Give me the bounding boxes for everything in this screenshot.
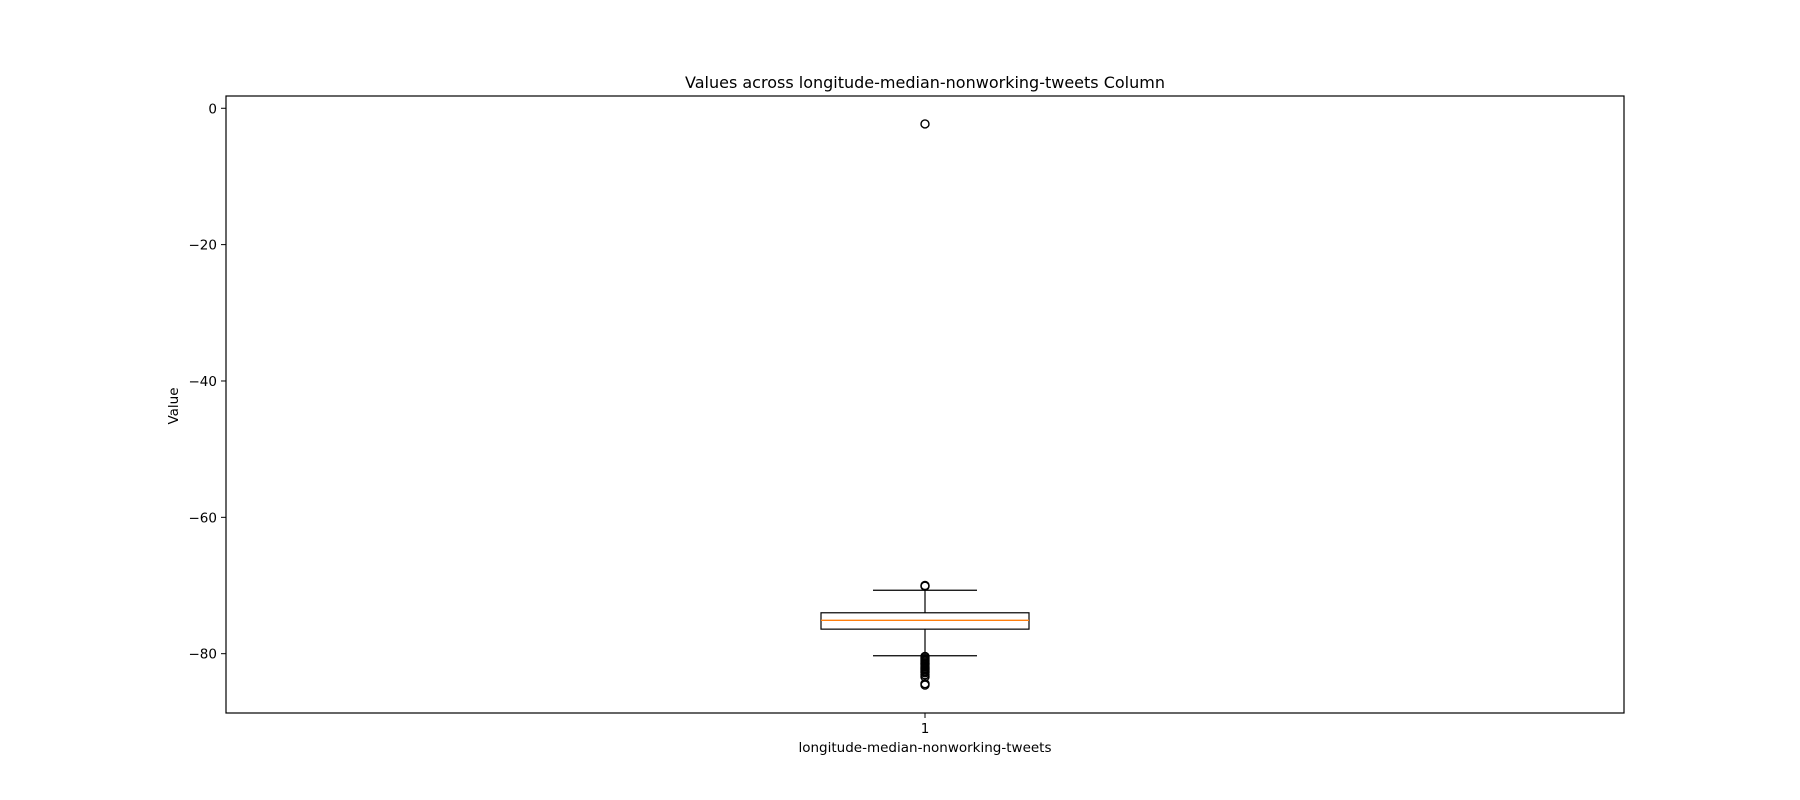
outlier-point — [920, 680, 930, 690]
x-tick-label: 1 — [921, 721, 930, 737]
outlier-point — [920, 119, 930, 129]
y-axis-label: Value — [166, 387, 182, 424]
box-plot-1 — [820, 119, 1030, 690]
y-tick-label: −40 — [189, 374, 218, 390]
x-axis: 1 — [921, 713, 930, 737]
plot-area — [820, 119, 1030, 690]
y-tick-label: −20 — [189, 238, 218, 254]
outlier-point — [920, 581, 930, 591]
y-tick-label: −60 — [189, 510, 218, 526]
y-tick-label: −80 — [189, 647, 218, 663]
y-tick-label: 0 — [208, 101, 217, 117]
chart-title: Values across longitude-median-nonworkin… — [685, 73, 1165, 92]
x-axis-label: longitude-median-nonworking-tweets — [798, 740, 1051, 756]
y-axis: 0 −20 −40 −60 −80 — [189, 101, 226, 663]
